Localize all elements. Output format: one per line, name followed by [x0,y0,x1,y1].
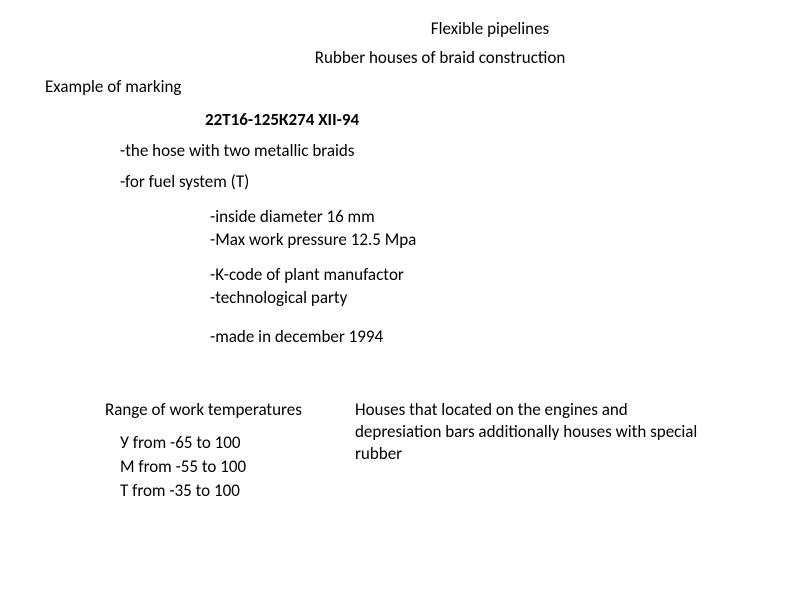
spec-item: -the hose with two metallic braids [120,140,760,161]
spec-item: -made in december 1994 [210,326,760,347]
bottom-section: Houses that located on the engines and d… [40,399,760,501]
spec-item: -inside diameter 16 mm [210,206,760,227]
spec-item: -Max work pressure 12.5 Mpa [210,229,760,250]
marking-code: 22Т16-125К274 XII-94 [205,109,760,130]
spec-list: -the hose with two metallic braids -for … [120,140,760,347]
spec-item: -technological party [210,287,760,308]
note-text: Houses that located on the engines and d… [355,399,715,465]
range-item: Т from -35 to 100 [120,480,760,501]
spec-item: -K-code of plant manufactоr [210,264,760,285]
page-subtitle: Rubber houses of braid construction [120,47,760,68]
example-heading: Example of marking [45,76,760,97]
page-title: Flexible pipelines [220,18,760,39]
spec-item: -for fuel system (T) [120,171,760,192]
